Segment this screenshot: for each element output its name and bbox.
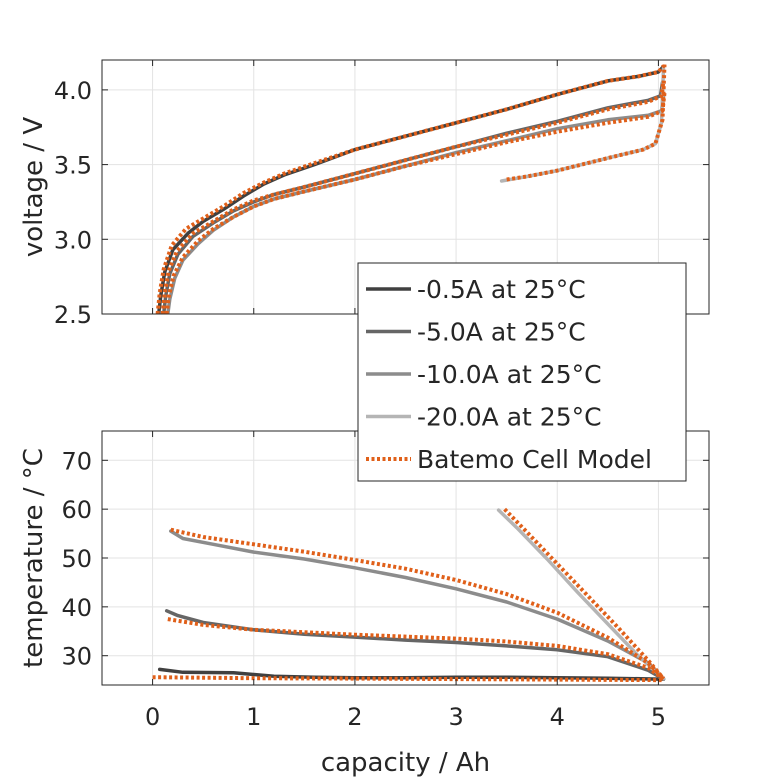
temperature-xtick-label: 3 — [448, 703, 463, 731]
temperature-ylabel: temperature / °C — [19, 448, 49, 668]
legend-label-batemo-cell-model: Batemo Cell Model — [417, 445, 652, 474]
voltage-series-line-model-5 — [160, 80, 666, 314]
temperature-ytick-label: 40 — [61, 594, 92, 622]
voltage-ytick-label: 3.5 — [54, 152, 92, 180]
voltage-series-line-model-6 — [164, 92, 667, 314]
temperature-series-line-20-0a-at-25c — [496, 508, 666, 681]
legend-label-20-0a-at-25c: -20.0A at 25°C — [417, 403, 602, 432]
voltage-series-line-batemo-cell-model — [155, 64, 666, 314]
temperature-ytick-label: 70 — [61, 447, 92, 475]
temperature-series-line-10-0a-at-25c — [169, 529, 666, 681]
legend-box — [357, 262, 687, 482]
temperature-xtick-label: 5 — [651, 703, 666, 731]
legend: -0.5A at 25°C -5.0A at 25°C -10.0A at 25°C… — [357, 262, 687, 482]
temperature-axes: 30 40 50 60 70 0 1 2 3 4 5 temperature / °C capacity… — [19, 430, 710, 778]
voltage-ylabel: voltage / V — [19, 117, 49, 257]
temperature-xtick-label: 1 — [246, 703, 261, 731]
temperature-series-line-model-5 — [167, 617, 665, 681]
voltage-ytick-label: 4.0 — [54, 77, 92, 105]
temperature-ytick-label: 50 — [61, 545, 92, 573]
legend-label-10-0a-at-25c: -10.0A at 25°C — [417, 360, 602, 389]
temperature-xtick-label: 4 — [550, 703, 565, 731]
voltage-ytick-label: 2.5 — [54, 301, 92, 329]
legend-label-0-5a-at-25c: -0.5A at 25°C — [417, 275, 586, 304]
temperature-xlabel: capacity / Ah — [321, 748, 490, 778]
temperature-xtick-label: 2 — [347, 703, 362, 731]
temperature-ytick-label: 30 — [61, 643, 92, 671]
voltage-series-group — [155, 64, 667, 314]
temperature-series-group — [152, 507, 666, 683]
temperature-ytick-label: 60 — [61, 496, 92, 524]
temperature-xtick-label: 0 — [145, 703, 160, 731]
temperature-series-line-0-5a-at-25c — [157, 667, 666, 681]
legend-label-5-0a-at-25c: -5.0A at 25°C — [417, 318, 586, 347]
temperature-series-line-5-0a-at-25c — [164, 609, 666, 681]
voltage-ytick-label: 3.0 — [54, 226, 92, 254]
